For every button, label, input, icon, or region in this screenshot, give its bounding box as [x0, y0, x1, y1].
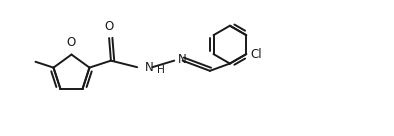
Text: N: N — [178, 53, 187, 66]
Text: H: H — [157, 65, 165, 75]
Text: Cl: Cl — [250, 48, 262, 61]
Text: N: N — [145, 61, 154, 74]
Text: O: O — [104, 20, 114, 33]
Text: O: O — [67, 36, 76, 50]
